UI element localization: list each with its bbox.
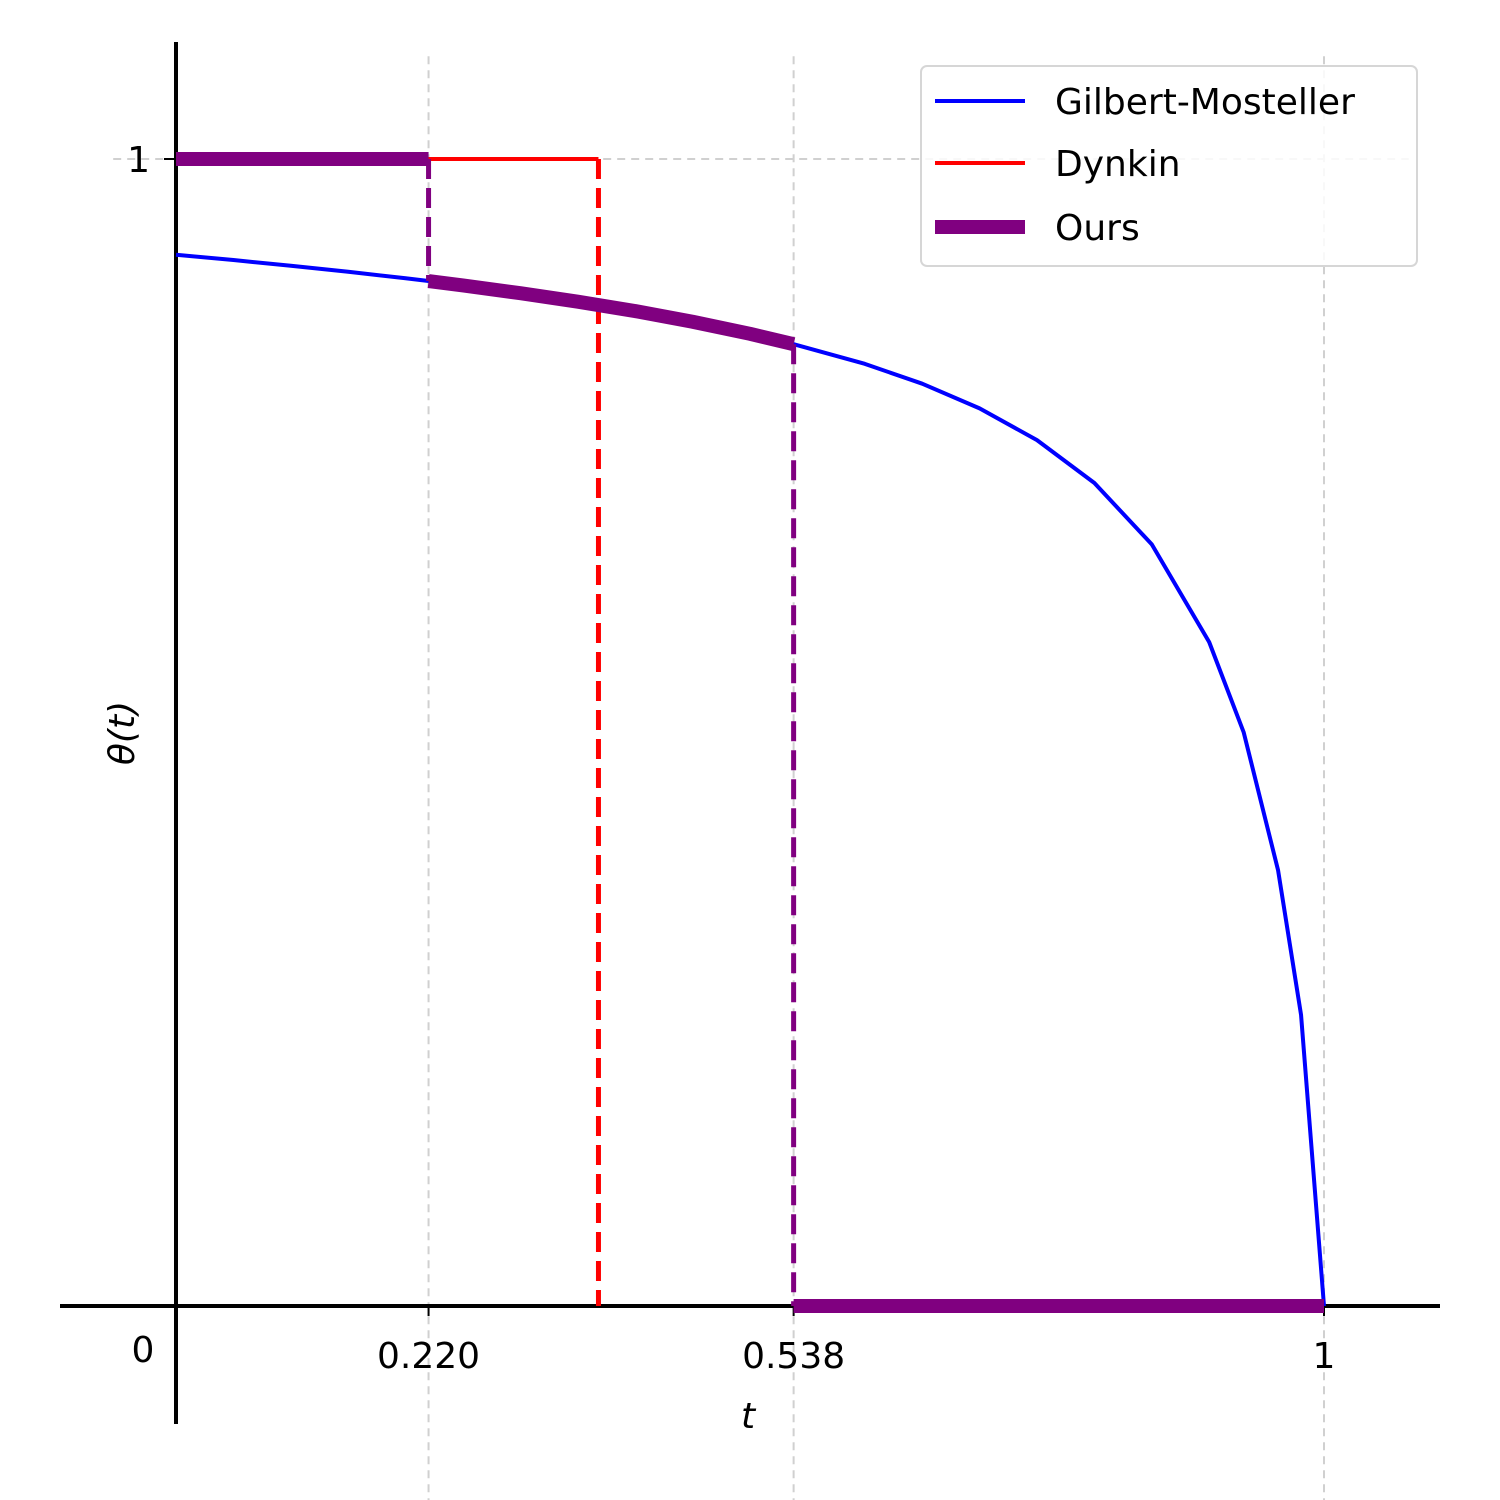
series-gilbert-mosteller-line (175, 252, 1326, 1307)
series-ours-segment-1 (427, 274, 796, 352)
series-layer (175, 152, 1326, 1313)
x-axis-label: t (741, 1396, 757, 1437)
x-tick-label-0: 0.220 (377, 1336, 480, 1377)
y-tick-label-0: 1 (127, 140, 150, 181)
legend-box (920, 65, 1418, 267)
legend-label-gilbert-mosteller: Gilbert-Mosteller (1055, 82, 1355, 123)
origin-label: 0 (132, 1330, 155, 1371)
x-tick-label-1: 0.538 (742, 1336, 845, 1377)
legend: Gilbert-Mosteller Dynkin Ours (920, 65, 1418, 267)
grid-layer (113, 56, 1409, 1500)
y-axis-label: θ(t) (102, 701, 143, 765)
legend-label-ours: Ours (1055, 208, 1140, 249)
x-tick-label-2: 1 (1313, 1336, 1336, 1377)
labels-layer: 0.220 0.538 1 1 0 t θ(t) (102, 140, 1335, 1437)
legend-label-dynkin: Dynkin (1055, 144, 1181, 185)
